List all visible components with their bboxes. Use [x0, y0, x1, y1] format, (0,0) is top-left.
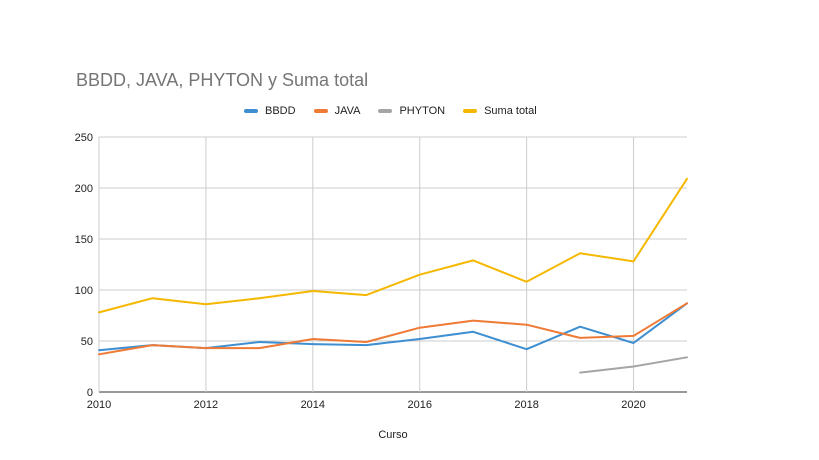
legend-swatch-java — [313, 109, 328, 113]
y-tick-label: 100 — [75, 285, 93, 297]
x-tick-label: 2016 — [407, 399, 431, 411]
x-tick-label: 2014 — [301, 399, 325, 411]
chart-legend: BBDD JAVA PHYTON Suma total — [244, 105, 555, 117]
legend-swatch-phyton — [378, 109, 393, 113]
legend-item-phyton[interactable]: PHYTON — [378, 105, 445, 117]
y-tick-label: 50 — [81, 336, 93, 348]
series-layer — [98, 177, 688, 374]
legend-item-java[interactable]: JAVA — [313, 105, 361, 117]
x-tick-label: 2010 — [87, 399, 111, 411]
x-tick-label: 2020 — [621, 399, 645, 411]
y-tick-label: 250 — [75, 132, 93, 144]
grid-layer — [98, 136, 687, 393]
y-tick-label: 200 — [75, 183, 93, 195]
chart-title: BBDD, JAVA, PHYTON y Suma total — [76, 70, 369, 90]
series-line-bbdd — [98, 302, 688, 352]
legend-label-bbdd: BBDD — [265, 105, 296, 117]
series-line-suma-total — [98, 177, 688, 314]
tick-layer: 0 50 100 150 200 250 2010 2012 2014 2016 2018 2020 — [75, 132, 646, 411]
y-tick-label: 150 — [75, 234, 93, 246]
legend-swatch-suma-total — [463, 109, 478, 113]
series-line-phyton — [579, 356, 688, 374]
y-tick-label: 0 — [87, 387, 93, 399]
legend-label-phyton: PHYTON — [399, 105, 446, 117]
legend-label-java: JAVA — [334, 105, 361, 117]
legend-item-suma-total[interactable]: Suma total — [463, 105, 537, 117]
legend-swatch-bbdd — [244, 109, 258, 113]
legend-item-bbdd[interactable]: BBDD — [244, 105, 296, 117]
series-line-java — [98, 302, 688, 356]
x-tick-label: 2012 — [194, 399, 218, 411]
legend-label-suma-total: Suma total — [484, 105, 537, 117]
x-axis-label: Curso — [378, 429, 408, 441]
x-tick-label: 2018 — [514, 399, 538, 411]
